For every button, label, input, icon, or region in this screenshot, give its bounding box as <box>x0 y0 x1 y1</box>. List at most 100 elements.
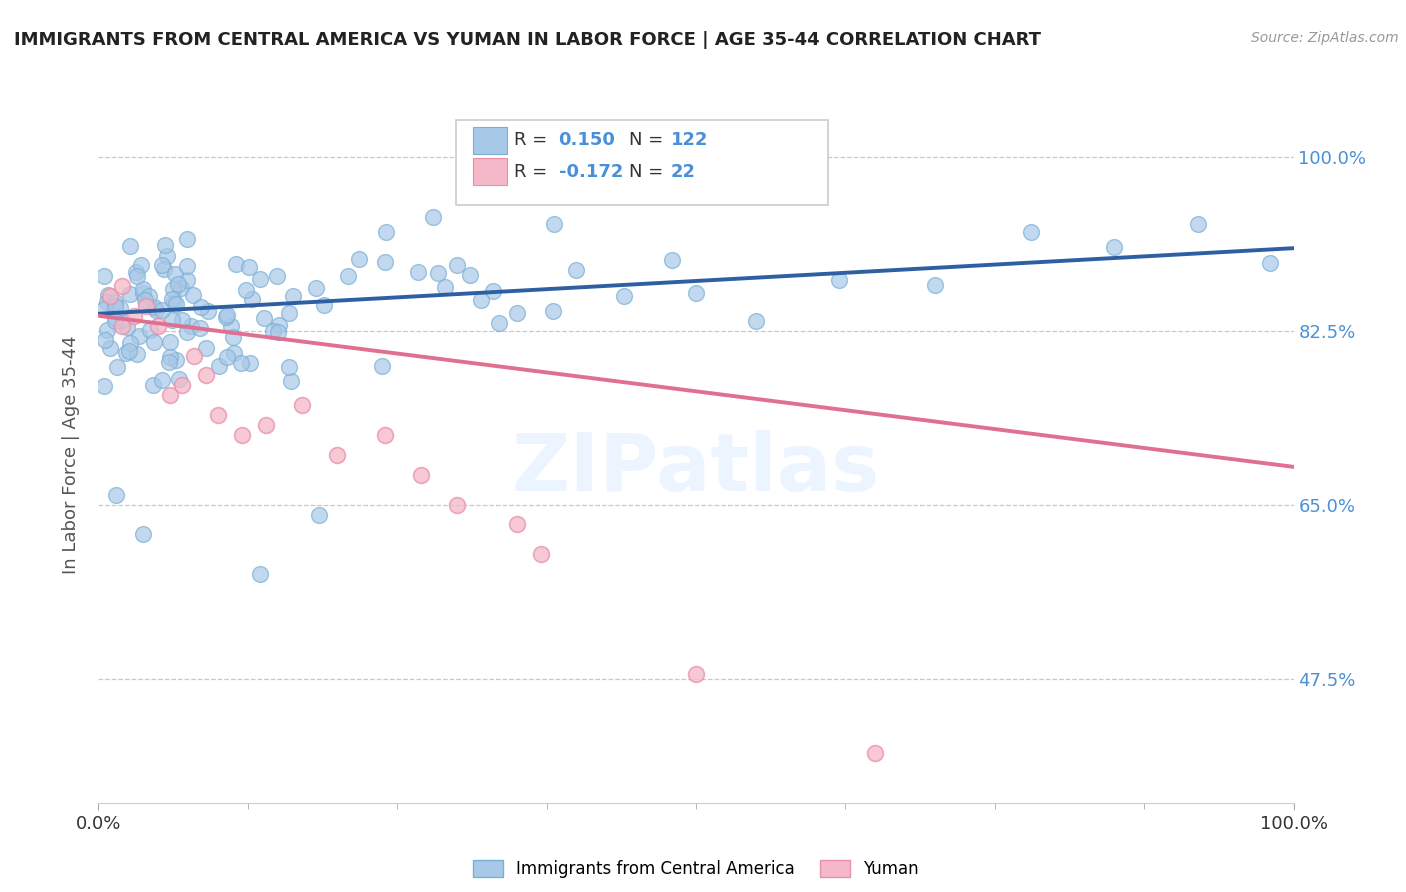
Point <box>142 377 165 392</box>
Point <box>427 266 450 280</box>
Point <box>613 289 636 303</box>
Point <box>96 295 118 310</box>
Text: 0.150: 0.150 <box>558 131 616 150</box>
Point <box>104 310 127 325</box>
Point <box>124 309 146 323</box>
Point <box>308 508 330 522</box>
Point <box>114 346 136 360</box>
Point <box>167 371 190 385</box>
Point <box>120 335 142 350</box>
Point <box>446 258 468 272</box>
Point <box>131 282 153 296</box>
Point <box>118 286 141 301</box>
Point <box>190 301 212 315</box>
Point <box>156 249 179 263</box>
Point <box>215 308 238 322</box>
Point <box>153 238 176 252</box>
Point <box>135 299 157 313</box>
Point <box>188 321 211 335</box>
Point <box>176 259 198 273</box>
Point <box>541 303 564 318</box>
Point <box>105 488 128 502</box>
Point <box>481 284 505 298</box>
Point <box>162 281 184 295</box>
Text: -0.172: -0.172 <box>558 162 623 181</box>
Point <box>148 318 170 333</box>
Point <box>96 322 118 336</box>
Point <box>336 268 359 283</box>
Point <box>266 269 288 284</box>
Text: N =: N = <box>628 162 664 181</box>
Text: Source: ZipAtlas.com: Source: ZipAtlas.com <box>1251 31 1399 45</box>
Point <box>125 265 148 279</box>
Point <box>131 527 153 541</box>
Point <box>165 297 187 311</box>
Point <box>115 320 138 334</box>
Point <box>176 325 198 339</box>
Point <box>685 666 707 681</box>
Point <box>111 318 134 333</box>
Point <box>865 746 887 760</box>
Point <box>125 347 148 361</box>
Text: 22: 22 <box>671 162 696 181</box>
Point <box>93 269 115 284</box>
Text: ZIPatlas: ZIPatlas <box>512 430 880 508</box>
Point <box>305 281 328 295</box>
Text: 122: 122 <box>671 131 709 150</box>
Point <box>238 260 260 275</box>
Point <box>488 316 510 330</box>
Text: N =: N = <box>628 131 664 150</box>
Point <box>195 368 218 383</box>
Point <box>159 354 181 368</box>
Point <box>281 289 304 303</box>
Y-axis label: In Labor Force | Age 35-44: In Labor Force | Age 35-44 <box>62 335 80 574</box>
Point <box>98 341 121 355</box>
Point <box>685 285 707 300</box>
Point <box>374 428 396 442</box>
Point <box>160 293 183 307</box>
Point <box>374 225 396 239</box>
Point <box>143 301 166 315</box>
Point <box>543 217 565 231</box>
Point <box>661 252 683 267</box>
Point <box>240 293 263 307</box>
Point <box>180 318 202 333</box>
Point <box>446 498 468 512</box>
Point <box>170 313 193 327</box>
Point <box>326 448 349 462</box>
Point <box>231 428 253 442</box>
Point <box>160 313 183 327</box>
Point <box>225 257 247 271</box>
Point <box>506 517 529 532</box>
Point <box>222 330 245 344</box>
Point <box>93 378 115 392</box>
Point <box>224 346 246 360</box>
Point <box>139 323 162 337</box>
Point <box>159 388 181 402</box>
Legend: Immigrants from Central America, Yuman: Immigrants from Central America, Yuman <box>467 854 925 885</box>
Point <box>277 306 299 320</box>
Point <box>253 311 276 326</box>
Point <box>215 310 238 324</box>
Point <box>111 279 134 293</box>
Point <box>176 273 198 287</box>
Point <box>98 289 122 303</box>
Point <box>229 355 252 369</box>
Point <box>219 319 242 334</box>
Point <box>183 288 205 302</box>
Point <box>104 299 127 313</box>
Point <box>127 269 149 284</box>
Point <box>239 356 262 370</box>
Point <box>97 288 120 302</box>
Point <box>159 334 181 349</box>
Point <box>277 359 299 374</box>
Point <box>458 268 481 283</box>
Point <box>129 259 152 273</box>
Point <box>745 313 768 327</box>
Point <box>280 374 302 388</box>
Text: R =: R = <box>513 162 558 181</box>
Point <box>163 267 186 281</box>
Point <box>153 261 176 276</box>
Point <box>159 350 181 364</box>
Point <box>312 298 335 312</box>
